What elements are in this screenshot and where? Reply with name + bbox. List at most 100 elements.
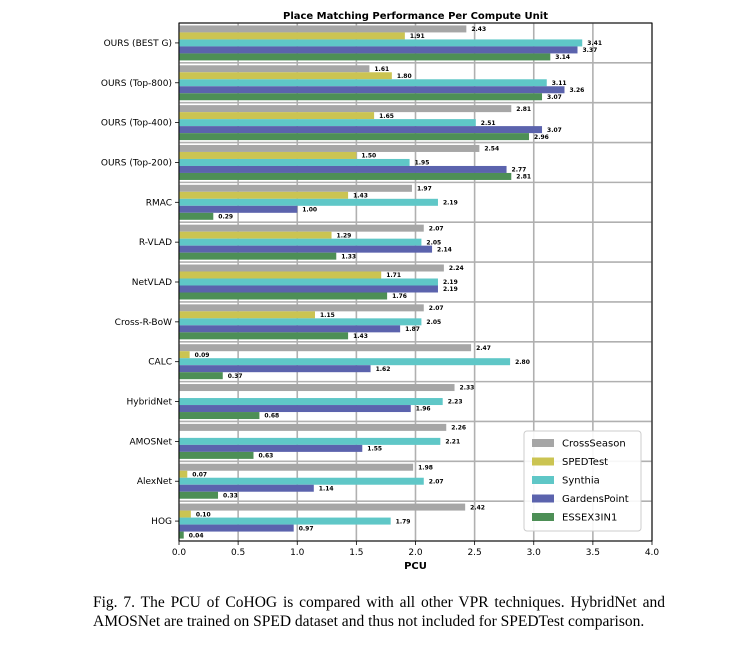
chart-title: Place Matching Performance Per Compute U… <box>283 11 548 22</box>
bar-value-label: 1.29 <box>337 232 352 239</box>
bar-value-label: 2.19 <box>443 279 458 286</box>
bar-value-label: 1.50 <box>361 153 376 160</box>
bar-gardenspoint <box>179 46 578 54</box>
bar-value-label: 1.43 <box>353 193 368 200</box>
category-label: AMOSNet <box>129 437 172 447</box>
bar-gardenspoint <box>179 245 433 253</box>
category-label: HybridNet <box>126 398 172 408</box>
bar-value-label: 1.61 <box>374 66 389 73</box>
x-tick-label: 2.5 <box>467 548 481 558</box>
bar-gardenspoint <box>179 524 294 532</box>
bar-crossseason <box>179 344 472 352</box>
bar-essex3in1 <box>179 212 214 220</box>
bar-value-label: 0.29 <box>218 214 233 221</box>
bar-value-label: 1.62 <box>376 366 391 373</box>
bar-value-label: 0.07 <box>192 471 207 478</box>
bar-value-label: 1.14 <box>319 485 334 492</box>
bar-essex3in1 <box>179 531 184 539</box>
legend: CrossSeason SPEDTest Synthia GardensPoint ES… <box>523 430 642 532</box>
category-label: HOG <box>151 517 172 527</box>
category-label: OURS (Top-800) <box>101 79 172 89</box>
bar-value-label: 2.54 <box>484 146 499 153</box>
bar-value-label: 2.96 <box>534 134 549 141</box>
bar-crossseason <box>179 463 414 471</box>
x-tick-label: 3.0 <box>527 548 542 558</box>
bar-synthia <box>179 39 583 47</box>
bar-synthia <box>179 119 476 127</box>
bar-value-label: 2.33 <box>460 385 475 392</box>
bar-value-label: 1.15 <box>320 312 335 319</box>
bar-value-label: 3.11 <box>552 80 567 87</box>
bar-spedtest <box>179 271 382 279</box>
bar-value-label: 0.37 <box>228 373 243 380</box>
bar-essex3in1 <box>179 372 223 380</box>
category-label: CALC <box>148 358 172 368</box>
bar-essex3in1 <box>179 93 543 101</box>
bar-value-label: 1.97 <box>417 186 432 193</box>
legend-swatch-spedtest <box>532 457 554 466</box>
bar-spedtest <box>179 351 190 359</box>
bar-gardenspoint <box>179 325 401 333</box>
figure-caption: Fig. 7. The PCU of CoHOG is compared wit… <box>93 594 665 630</box>
x-tick-label: 0.5 <box>231 548 245 558</box>
bar-essex3in1 <box>179 172 512 180</box>
bar-value-label: 2.42 <box>470 504 485 511</box>
category-label: OURS (Top-200) <box>101 158 172 168</box>
bar-value-label: 1.80 <box>397 73 412 80</box>
bar-value-label: 0.97 <box>299 525 314 532</box>
bar-essex3in1 <box>179 412 260 420</box>
plot-frame <box>178 22 653 542</box>
bar-crossseason <box>179 184 412 192</box>
bar-gardenspoint <box>179 405 411 413</box>
bar-crossseason <box>179 384 455 392</box>
bar-synthia <box>179 278 438 286</box>
legend-entry: GardensPoint <box>562 494 629 505</box>
bar-value-label: 3.26 <box>569 87 584 94</box>
bar-value-label: 2.24 <box>449 265 464 272</box>
x-tick-label: 3.5 <box>586 548 600 558</box>
x-tick-label: 1.0 <box>290 548 305 558</box>
legend-entry: ESSEX3IN1 <box>562 513 617 524</box>
category-label: RMAC <box>146 198 172 208</box>
bar-value-label: 2.47 <box>476 345 491 352</box>
bar-essex3in1 <box>179 451 254 459</box>
bar-synthia <box>179 398 443 406</box>
bar-crossseason <box>179 224 424 232</box>
bar-value-label: 2.05 <box>426 239 441 246</box>
bar-value-label: 2.23 <box>448 399 463 406</box>
bar-value-label: 2.05 <box>426 319 441 326</box>
bar-spedtest <box>179 32 405 40</box>
bar-spedtest <box>179 72 392 80</box>
category-label: AlexNet <box>137 477 173 487</box>
bar-value-label: 2.14 <box>437 246 452 253</box>
bar-crossseason <box>179 105 512 113</box>
bar-value-label: 1.76 <box>392 293 407 300</box>
bar-value-label: 1.43 <box>353 333 368 340</box>
bar-essex3in1 <box>179 53 551 61</box>
bar-spedtest <box>179 311 315 319</box>
bar-synthia <box>179 158 410 166</box>
bar-essex3in1 <box>179 491 219 499</box>
category-label: R-VLAD <box>139 238 172 248</box>
x-tick-label: 1.5 <box>349 548 363 558</box>
bar-value-label: 3.14 <box>555 54 570 61</box>
bar-value-label: 2.07 <box>429 225 444 232</box>
bar-spedtest <box>179 112 375 120</box>
bar-value-label: 1.55 <box>367 446 382 453</box>
category-label: OURS (Top-400) <box>101 119 172 129</box>
legend-entry: SPEDTest <box>562 457 608 468</box>
bar-spedtest <box>179 231 332 239</box>
bar-synthia <box>179 358 511 366</box>
bar-synthia <box>179 238 422 246</box>
bar-value-label: 3.07 <box>547 94 562 101</box>
bar-spedtest <box>179 510 191 518</box>
bar-gardenspoint <box>179 365 371 373</box>
bar-value-label: 1.65 <box>379 113 394 120</box>
bar-value-label: 0.33 <box>223 492 238 499</box>
x-tick-label: 2.0 <box>408 548 423 558</box>
bar-essex3in1 <box>179 252 337 260</box>
bar-crossseason <box>179 144 480 152</box>
bar-value-label: 2.81 <box>516 106 531 113</box>
bar-value-label: 1.87 <box>405 326 420 333</box>
bar-value-label: 2.21 <box>445 439 460 446</box>
